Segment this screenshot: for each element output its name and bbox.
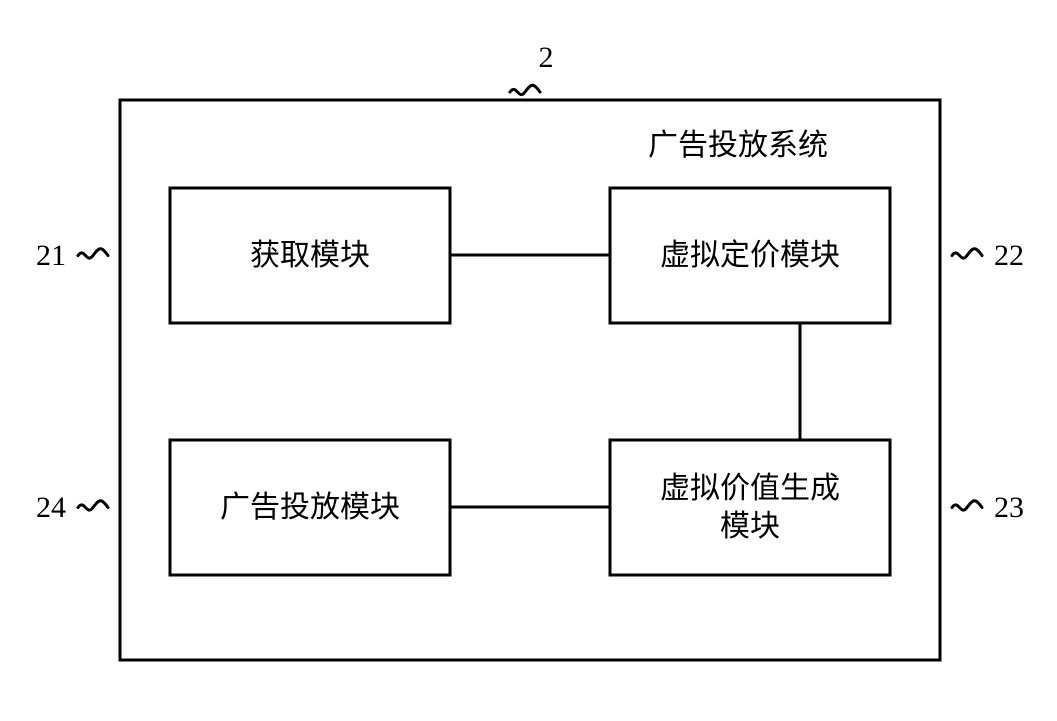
connectors-svg — [0, 0, 1057, 721]
container-ref: 2 — [539, 41, 554, 75]
node-ref-n24: 24 — [36, 491, 66, 525]
diagram-stage: 广告投放系统 2 获取模块 21 虚拟定价模块 22 广告投放模块 24 虚拟价值生成 模块 23 — [0, 0, 1057, 721]
node-ref-n21: 21 — [36, 239, 66, 273]
node-n21: 获取模块 — [170, 188, 450, 323]
node-ref-n23: 23 — [994, 491, 1024, 525]
node-n22: 虚拟定价模块 — [610, 188, 890, 323]
node-n23: 虚拟价值生成 模块 — [610, 440, 890, 575]
node-ref-n22: 22 — [994, 239, 1024, 273]
container-title: 广告投放系统 — [648, 120, 828, 164]
node-n24: 广告投放模块 — [170, 440, 450, 575]
